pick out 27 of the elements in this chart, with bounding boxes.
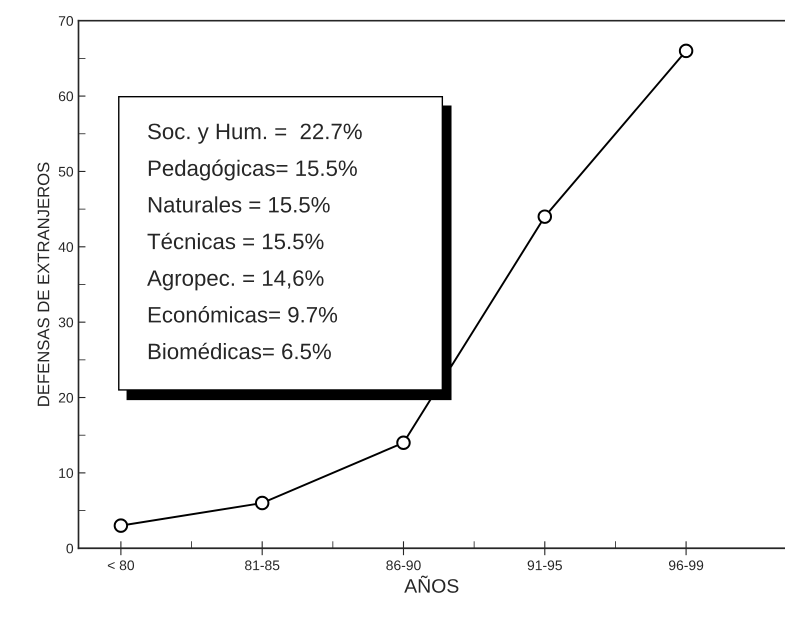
annotation: Biomédicas= 6.5%	[148, 342, 331, 360]
x-tick-label: < 80	[108, 560, 134, 570]
annotation: Agropec. = 14,6%	[147, 270, 324, 290]
annotation: Soc. y Hum. = 22.7%	[148, 124, 362, 144]
y-tick-label: 70	[58, 16, 74, 26]
x-tick-label: 86-90	[386, 560, 421, 570]
y-tick-label: 10	[59, 468, 74, 478]
point	[678, 44, 694, 58]
y-axis-title: DEFENSAS DE EXTRANJEROS	[38, 162, 50, 406]
y-tick-label: 50	[58, 166, 74, 177]
point	[538, 209, 552, 224]
y-tick-label: 20	[58, 392, 74, 403]
x-tick-label: 96-99	[668, 560, 704, 570]
x-tick-label: 81-85	[245, 560, 280, 570]
annotation: Técnicas = 15.5%	[148, 232, 324, 250]
annotation: Naturales = 15.5%	[148, 196, 330, 213]
y-tick-label: 60	[58, 91, 74, 102]
point	[396, 436, 411, 450]
y-tick-label: 0	[66, 544, 74, 554]
point	[114, 518, 128, 533]
y-tick-label: 30	[58, 318, 74, 328]
point	[254, 496, 270, 510]
annotation: Económicas= 9.7%	[148, 306, 338, 323]
annotation: Pedagógicas= 15.5%	[148, 160, 357, 180]
x-axis-title: AÑOS	[404, 576, 458, 593]
x-tick-label: 91-95	[528, 560, 562, 570]
y-tick-label: 40	[58, 242, 74, 252]
